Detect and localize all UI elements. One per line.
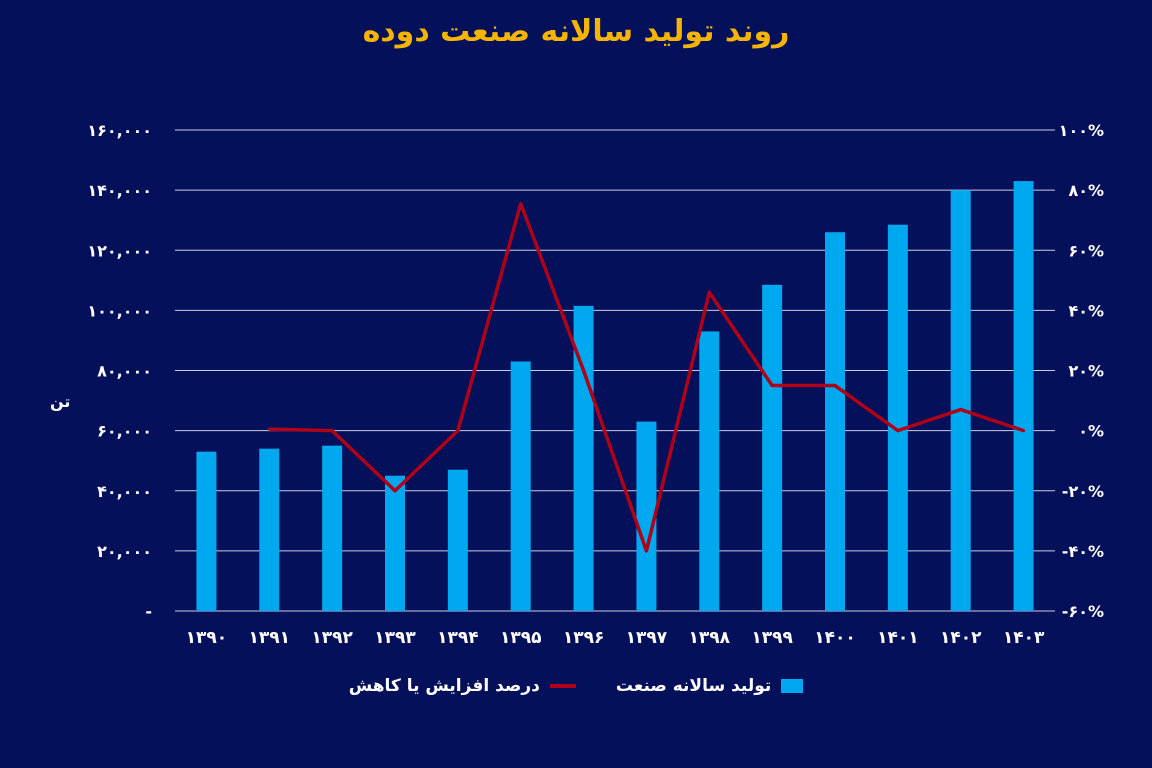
- left-axis-ticks: - ۲۰,۰۰۰ ۴۰,۰۰۰ ۶۰,۰۰۰ ۸۰,۰۰۰ ۱۰۰,۰۰۰ ۱۲۰,۰۰۰ ۱…: [87, 121, 152, 621]
- bar-series: [196, 181, 1034, 611]
- left-tick-label: ۲۰,۰۰۰: [97, 542, 152, 561]
- right-axis-ticks: -۶۰% -۴۰% -۲۰% ۰% ۲۰% ۴۰% ۶۰% ۸۰% ۱۰۰%: [1059, 121, 1104, 621]
- x-tick-label: ۱۴۰۱: [877, 628, 919, 648]
- line-point: [707, 290, 711, 294]
- bar: [196, 451, 217, 611]
- legend-item-bars: تولید سالانه صنعت: [615, 676, 804, 696]
- bar: [259, 448, 280, 611]
- right-tick-label: ۲۰%: [1068, 362, 1104, 381]
- bar: [1013, 181, 1034, 611]
- right-tick-label: -۲۰%: [1062, 482, 1104, 501]
- legend-line-swatch: [549, 684, 576, 688]
- gridlines: [175, 129, 1055, 612]
- line-point: [770, 384, 774, 388]
- left-tick-label: ۱۰۰,۰۰۰: [87, 301, 152, 320]
- legend: تولید سالانه صنعت درصد افزایش یا کاهش: [0, 676, 1152, 696]
- left-tick-label: ۱۲۰,۰۰۰: [87, 241, 152, 260]
- x-tick-label: ۱۳۹۱: [249, 628, 291, 648]
- right-tick-label: -۶۰%: [1062, 602, 1104, 621]
- bar: [447, 469, 468, 611]
- right-tick-label: ۸۰%: [1068, 181, 1104, 200]
- line-point: [896, 429, 900, 433]
- y-axis-unit-label: تن: [50, 392, 71, 411]
- x-tick-label: ۱۳۹۹: [751, 628, 793, 648]
- legend-line-label: درصد افزایش یا کاهش: [348, 676, 540, 696]
- x-axis-ticks: ۱۳۹۰ ۱۳۹۱ ۱۳۹۲ ۱۳۹۳ ۱۳۹۴ ۱۳۹۵ ۱۳۹۶ ۱۳۹۷ ۱۳۹۸ ۱۳۹۹…: [186, 628, 1045, 648]
- x-tick-label: ۱۳۹۶: [563, 628, 605, 648]
- right-tick-label: ۰%: [1078, 422, 1104, 441]
- line-point: [456, 429, 460, 433]
- bar: [322, 445, 343, 611]
- x-tick-label: ۱۳۹۷: [626, 628, 668, 648]
- right-tick-label: ۴۰%: [1068, 301, 1104, 320]
- x-tick-label: ۱۳۹۴: [437, 628, 479, 648]
- left-tick-label: ۱۴۰,۰۰۰: [87, 181, 152, 200]
- chart-title: روند تولید سالانه صنعت دوده: [362, 14, 790, 49]
- bar: [950, 190, 971, 611]
- left-tick-label: ۸۰,۰۰۰: [97, 362, 152, 381]
- line-point: [644, 549, 648, 553]
- x-tick-label: ۱۳۹۳: [374, 628, 416, 648]
- x-tick-label: ۱۳۹۰: [186, 628, 228, 648]
- line-point: [519, 202, 523, 206]
- bar: [636, 421, 657, 611]
- right-tick-label: ۶۰%: [1068, 241, 1104, 260]
- bar: [510, 361, 531, 611]
- x-tick-label: ۱۳۹۸: [689, 628, 731, 648]
- left-tick-label: -: [145, 602, 152, 621]
- legend-item-line: درصد افزایش یا کاهش: [349, 676, 576, 696]
- x-tick-label: ۱۳۹۲: [311, 628, 353, 648]
- x-tick-label: ۱۳۹۵: [500, 628, 542, 648]
- left-tick-label: ۴۰,۰۰۰: [97, 482, 152, 501]
- line-point: [959, 408, 963, 412]
- bar: [887, 224, 908, 611]
- line-point: [330, 429, 334, 433]
- line-point: [833, 384, 837, 388]
- bar: [385, 475, 405, 611]
- x-tick-label: ۱۴۰۳: [1003, 628, 1045, 648]
- line-point: [582, 369, 586, 372]
- left-tick-label: ۶۰,۰۰۰: [97, 422, 152, 441]
- legend-bar-label: تولید سالانه صنعت: [615, 676, 772, 696]
- bar: [699, 331, 720, 611]
- line-series: [267, 201, 1026, 553]
- right-tick-label: -۴۰%: [1062, 542, 1104, 561]
- line-point: [393, 489, 397, 493]
- line-point: [267, 427, 271, 431]
- x-tick-label: ۱۴۰۰: [814, 628, 856, 648]
- legend-bar-swatch: [781, 679, 804, 693]
- line-point: [1022, 429, 1026, 433]
- right-tick-label: ۱۰۰%: [1059, 121, 1104, 140]
- bar: [762, 284, 783, 611]
- bar: [825, 232, 845, 611]
- x-tick-label: ۱۴۰۲: [940, 628, 982, 648]
- left-tick-label: ۱۶۰,۰۰۰: [87, 121, 152, 140]
